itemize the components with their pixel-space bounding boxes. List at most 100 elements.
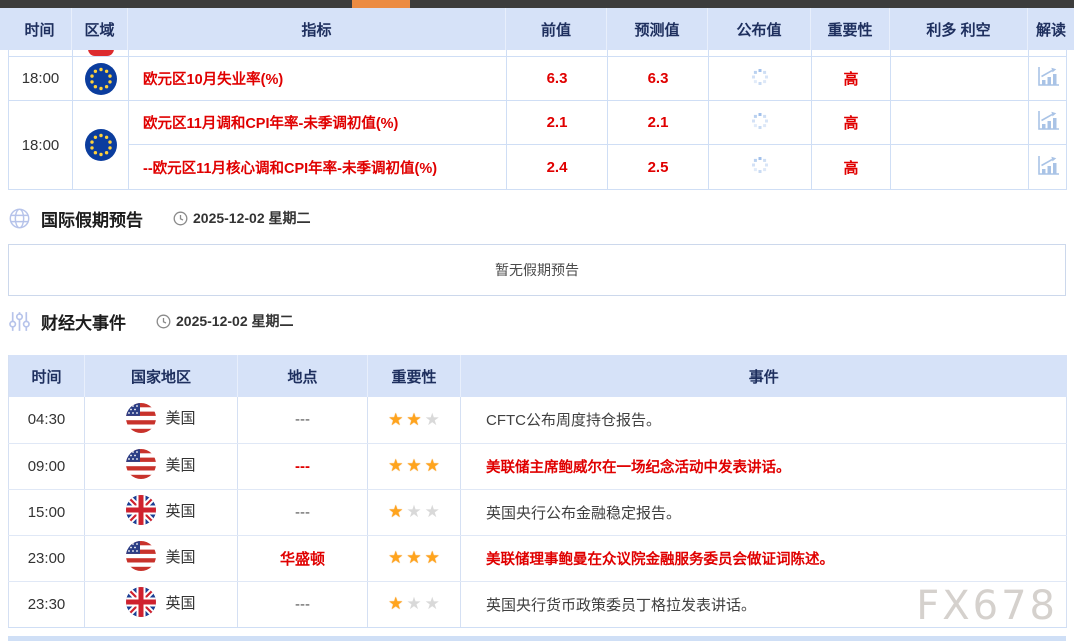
event-row[interactable]: 15:00 英国 --- (8, 489, 1067, 536)
previous-value: 6.3 (506, 56, 608, 101)
event-time: 09:00 (8, 443, 85, 490)
eu-flag-icon (84, 62, 117, 95)
col-header-published: 公布值 (708, 8, 811, 50)
indicator-link[interactable]: 欧元区11月调和CPI年率-未季调初值(%) (143, 116, 399, 132)
clock-icon (173, 211, 188, 225)
events-table: 时间 国家地区 地点 重要性 事件 04:30 (8, 355, 1067, 628)
col-header-indicator: 指标 (128, 8, 506, 50)
col-header-importance: 重要性 (811, 8, 890, 50)
clock-icon (156, 314, 171, 328)
col-header-region: 区域 (72, 8, 128, 50)
us-flag-icon (126, 449, 157, 479)
loading-spinner-icon (752, 157, 768, 173)
analysis-cell (1028, 144, 1067, 190)
event-location: --- (237, 581, 368, 628)
importance-stars: ★ ★ ★ (367, 489, 461, 536)
country-cell: 美国 (84, 535, 238, 582)
country-name: 英国 (165, 502, 196, 520)
importance-stars: ★ ★ ★ (367, 397, 461, 444)
partial-scrolled-row (8, 50, 1067, 57)
published-value-cell (708, 100, 812, 145)
event-row[interactable]: 09:00 美国 (8, 443, 1067, 490)
col-header-event: 事件 (460, 355, 1067, 397)
next-section-strip (8, 636, 1066, 641)
event-location: --- (237, 397, 368, 444)
importance-stars: ★ ★ ★ (367, 581, 461, 628)
calendar-row[interactable]: 18:00 欧元区10月失业率(%) 6.3 6.3 (8, 56, 1067, 101)
country-name: 美国 (165, 456, 196, 474)
event-row[interactable]: 23:00 美国 (8, 535, 1067, 582)
country-name: 美国 (165, 410, 196, 428)
holiday-section-header: 国际假期预告 2025-12-02 星期二 (8, 203, 311, 233)
col-header-time: 时间 (8, 355, 85, 397)
chart-icon[interactable] (1036, 110, 1060, 131)
country-name: 美国 (165, 548, 196, 566)
events-date: 2025-12-02 星期二 (156, 311, 294, 331)
published-value-cell (708, 144, 812, 190)
col-header-time: 时间 (8, 8, 72, 50)
col-header-location: 地点 (237, 355, 368, 397)
bull-bear-cell (890, 56, 1029, 101)
col-header-bull-bear: 利多 利空 (890, 8, 1028, 50)
importance-value: 高 (811, 100, 891, 145)
importance-value: 高 (811, 144, 891, 190)
col-header-importance: 重要性 (367, 355, 461, 397)
forecast-value: 6.3 (607, 56, 709, 101)
event-text: CFTC公布周度持仓报告。 (460, 397, 1067, 444)
chart-icon[interactable] (1036, 155, 1060, 176)
holiday-empty-message: 暂无假期预告 (495, 262, 579, 278)
col-header-analysis: 解读 (1035, 21, 1066, 39)
event-text: 美联储理事鲍曼在众议院金融服务委员会做证词陈述。 (460, 535, 1067, 582)
previous-value: 2.4 (506, 144, 608, 190)
sliders-icon (8, 310, 31, 333)
eu-flag-icon (84, 129, 117, 161)
analysis-cell (1028, 56, 1067, 101)
event-time: 23:30 (8, 581, 85, 628)
top-scrollbar-track (0, 0, 1074, 8)
calendar-header-row: 时间 区域 指标 前值 预测值 公布值 重要性 利多 利空 解读 (0, 8, 1074, 50)
loading-spinner-icon (752, 112, 768, 129)
event-time: 15:00 (8, 489, 85, 536)
event-text: 英国央行货币政策委员丁格拉发表讲话。 (460, 581, 1067, 628)
us-flag-icon (126, 541, 157, 571)
event-row[interactable]: 23:30 英国 --- (8, 581, 1067, 628)
us-flag-icon (126, 402, 157, 433)
forecast-value: 2.1 (607, 100, 709, 145)
fx678-watermark: FX678 (916, 583, 1058, 629)
chart-icon[interactable] (1036, 66, 1060, 87)
bull-bear-cell (890, 144, 1029, 190)
event-location: --- (237, 489, 368, 536)
indicator-link[interactable]: 欧元区10月失业率(%) (143, 72, 284, 88)
economic-calendar-table: 18:00 欧元区10月失业率(%) 6.3 6.3 (8, 50, 1067, 190)
event-time: 04:30 (8, 397, 85, 444)
event-location: 华盛顿 (237, 535, 368, 582)
calendar-row[interactable]: --欧元区11月核心调和CPI年率-未季调初值(%) 2.4 2.5 高 (9, 144, 1067, 190)
partial-flag-icon (87, 50, 114, 56)
calendar-row[interactable]: 18:00 欧元区11月调和CPI年率-未季调初值(%) 2.1 2.1 (8, 100, 1067, 190)
region-cell (72, 56, 129, 101)
forecast-value: 2.5 (607, 144, 709, 190)
indicator-link[interactable]: --欧元区11月核心调和CPI年率-未季调初值(%) (143, 160, 438, 177)
analysis-cell (1028, 100, 1067, 145)
uk-flag-icon (126, 495, 157, 525)
col-header-previous: 前值 (506, 8, 607, 50)
country-cell: 英国 (84, 489, 238, 536)
importance-value: 高 (811, 56, 891, 101)
event-location: --- (237, 443, 368, 490)
holiday-section-title: 国际假期预告 (41, 210, 143, 230)
events-section-header: 财经大事件 2025-12-02 星期二 (8, 306, 294, 336)
events-section-title: 财经大事件 (41, 313, 126, 333)
col-header-forecast: 预测值 (607, 8, 708, 50)
scrollbar-thumb[interactable] (352, 0, 410, 8)
event-row[interactable]: 04:30 美国 (8, 397, 1067, 444)
event-time: 23:00 (8, 535, 85, 582)
event-text: 英国央行公布金融稳定报告。 (460, 489, 1067, 536)
events-header-row: 时间 国家地区 地点 重要性 事件 (8, 355, 1067, 397)
loading-spinner-icon (752, 68, 768, 85)
previous-value: 2.1 (506, 100, 608, 145)
event-text: 美联储主席鲍威尔在一场纪念活动中发表讲话。 (460, 443, 1067, 490)
importance-stars: ★ ★ ★ (367, 535, 461, 582)
globe-icon (8, 207, 31, 230)
time-cell: 18:00 (8, 56, 73, 101)
bull-bear-cell (890, 100, 1029, 145)
